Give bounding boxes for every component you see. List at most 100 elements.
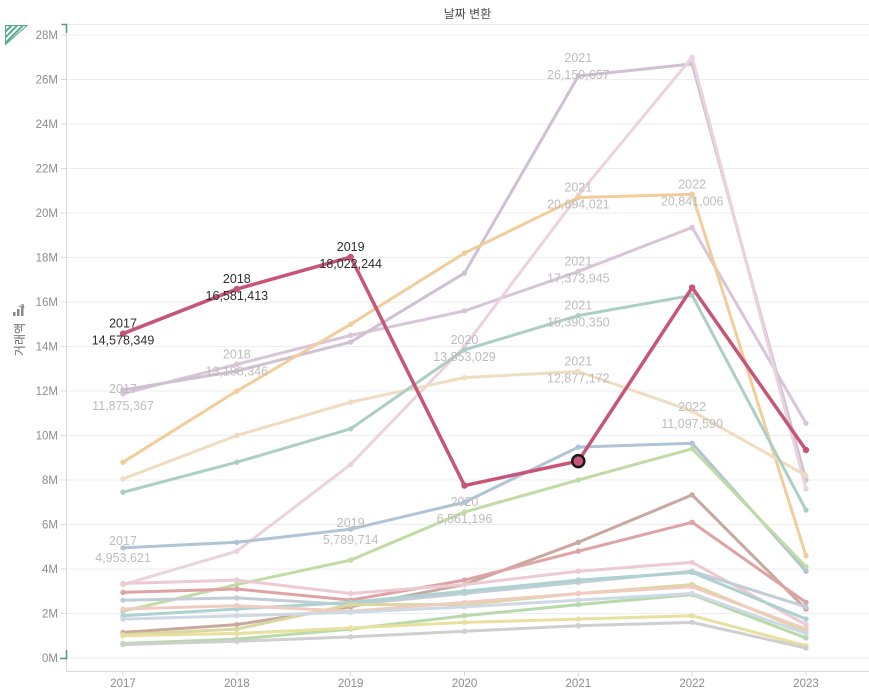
series-point-tan[interactable] — [347, 399, 354, 405]
series-point-green-2[interactable] — [803, 635, 809, 641]
series-point-lavender[interactable] — [689, 224, 695, 231]
series-point-orange[interactable] — [234, 388, 240, 394]
series-point-yellow[interactable] — [347, 625, 354, 631]
series-point-red[interactable] — [461, 577, 468, 583]
series-point-red[interactable] — [803, 599, 809, 606]
series-point-teal[interactable] — [461, 347, 468, 353]
series-point-mauve[interactable] — [347, 339, 354, 345]
series-point-olive[interactable] — [347, 601, 354, 608]
series-point-orange[interactable] — [461, 250, 468, 256]
series-point-mauve[interactable] — [120, 387, 126, 393]
series-point-gray[interactable] — [347, 634, 354, 640]
series-point-lavender[interactable] — [234, 361, 240, 368]
y-axis-title[interactable]: 거래액 — [10, 265, 28, 395]
series-point-mauve[interactable] — [575, 73, 582, 79]
series-point-blue[interactable] — [689, 440, 695, 446]
series-point-green-2[interactable] — [461, 613, 468, 619]
series-point-teal[interactable] — [120, 489, 126, 495]
series-point-orange[interactable] — [120, 459, 126, 465]
series-point-pink[interactable] — [689, 559, 695, 566]
series-point-orange[interactable] — [575, 194, 582, 201]
series-point-mauve[interactable] — [234, 368, 240, 374]
series-point-highlight[interactable] — [802, 446, 810, 454]
series-point-tan[interactable] — [689, 408, 695, 414]
series-point-salmon[interactable] — [803, 626, 809, 632]
series-point-tan[interactable] — [234, 432, 240, 439]
series-point-light-blue[interactable] — [234, 613, 240, 619]
series-point-rose-pale[interactable] — [689, 54, 695, 60]
series-point-green[interactable] — [347, 557, 354, 563]
series-point-lavender[interactable] — [120, 391, 126, 397]
series-point-light-blue[interactable] — [803, 630, 809, 637]
series-point-pink[interactable] — [575, 568, 582, 574]
series-point-highlight[interactable] — [347, 253, 354, 261]
series-point-teal[interactable] — [347, 426, 354, 432]
selected-point-marker[interactable] — [571, 453, 586, 469]
series-point-brown[interactable] — [234, 621, 240, 628]
series-point-gray-blue[interactable] — [120, 597, 126, 603]
series-point-blue[interactable] — [803, 568, 809, 574]
series-point-salmon[interactable] — [234, 603, 240, 609]
series-point-pink[interactable] — [461, 581, 468, 588]
series-point-brown[interactable] — [689, 492, 695, 498]
series-point-gray[interactable] — [461, 628, 468, 634]
series-point-tan[interactable] — [803, 472, 809, 479]
series-point-yellow[interactable] — [689, 613, 695, 619]
series-point-yellow[interactable] — [120, 633, 126, 639]
series-point-gray[interactable] — [803, 645, 809, 651]
series-point-yellow[interactable] — [234, 630, 240, 637]
series-point-pink[interactable] — [234, 577, 240, 583]
series-point-tan[interactable] — [120, 476, 126, 482]
series-point-lavender[interactable] — [347, 332, 354, 339]
series-point-rose-pale[interactable] — [803, 486, 809, 492]
series-point-highlight[interactable] — [688, 284, 696, 291]
series-point-olive[interactable] — [234, 626, 240, 632]
series-point-light-blue[interactable] — [689, 590, 695, 597]
series-line-lavender[interactable] — [121, 225, 808, 425]
series-point-brown[interactable] — [575, 539, 582, 545]
series-point-gray-blue[interactable] — [234, 595, 240, 601]
series-point-orange[interactable] — [689, 191, 695, 197]
series-point-green[interactable] — [803, 564, 809, 570]
series-point-red[interactable] — [234, 586, 240, 592]
series-point-red[interactable] — [689, 519, 695, 525]
series-point-lavender[interactable] — [803, 420, 809, 426]
series-point-blue[interactable] — [120, 545, 126, 551]
series-point-blue[interactable] — [347, 526, 354, 532]
series-point-green[interactable] — [689, 446, 695, 452]
series-point-pink[interactable] — [120, 580, 126, 587]
series-point-highlight[interactable] — [119, 330, 127, 337]
series-point-teal-2[interactable] — [575, 577, 582, 583]
series-point-lavender[interactable] — [575, 268, 582, 275]
series-point-teal[interactable] — [689, 292, 695, 299]
series-point-teal-2[interactable] — [461, 588, 468, 594]
series-point-blue[interactable] — [234, 539, 240, 545]
series-point-green[interactable] — [575, 477, 582, 483]
series-point-green-2[interactable] — [575, 601, 582, 608]
series-point-pink[interactable] — [347, 590, 354, 597]
series-point-salmon[interactable] — [461, 599, 468, 606]
series-point-yellow[interactable] — [575, 616, 582, 622]
series-point-rose-pale[interactable] — [347, 461, 354, 468]
series-point-gray-blue[interactable] — [803, 604, 809, 610]
series-point-blue[interactable] — [461, 499, 468, 505]
series-point-light-blue[interactable] — [461, 604, 468, 610]
series-point-gray[interactable] — [689, 619, 695, 626]
series-point-mauve[interactable] — [461, 270, 468, 276]
series-point-teal[interactable] — [803, 507, 809, 513]
series-point-yellow[interactable] — [461, 619, 468, 626]
series-point-gray[interactable] — [575, 623, 582, 629]
series-point-salmon[interactable] — [575, 590, 582, 597]
series-point-teal-2[interactable] — [803, 616, 809, 622]
series-point-tan[interactable] — [575, 368, 582, 375]
series-point-orange[interactable] — [347, 321, 354, 327]
series-point-lavender[interactable] — [461, 308, 468, 314]
series-point-highlight[interactable] — [233, 285, 241, 293]
series-point-tan[interactable] — [461, 374, 468, 381]
series-point-teal[interactable] — [575, 312, 582, 319]
series-point-green[interactable] — [234, 581, 240, 588]
hidden-data-indicator-icon[interactable] — [5, 25, 29, 46]
series-point-salmon[interactable] — [689, 584, 695, 590]
series-point-green[interactable] — [461, 509, 468, 515]
series-point-teal-2[interactable] — [689, 569, 695, 576]
